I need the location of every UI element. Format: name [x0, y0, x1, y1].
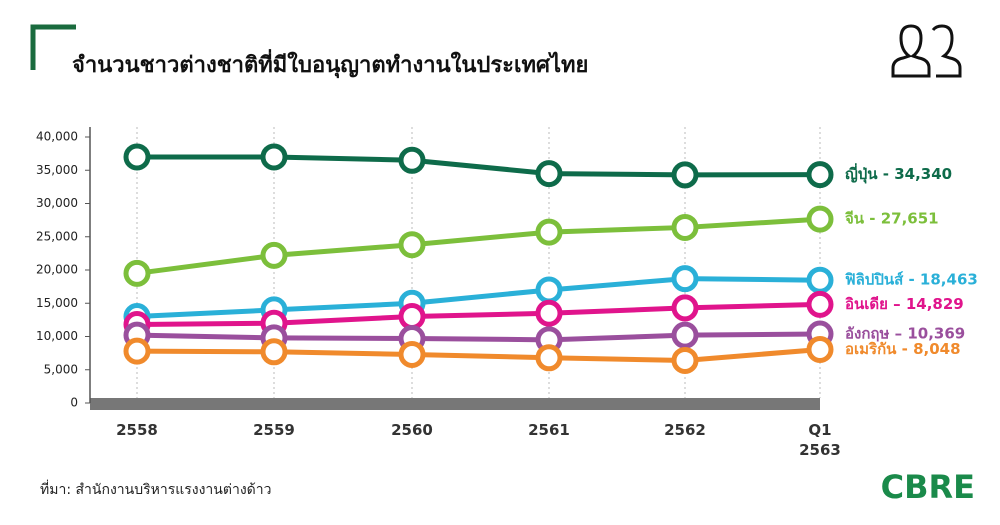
data-point: [260, 338, 288, 366]
y-tick-label: 15,000: [36, 296, 78, 310]
y-tick-label: 30,000: [36, 196, 78, 210]
x-tick-label: 2560: [391, 421, 433, 439]
x-tick-label: Q1 2563: [799, 421, 841, 459]
data-point: [671, 161, 699, 189]
data-point: [260, 241, 288, 269]
data-point: [398, 303, 426, 331]
data-point: [671, 346, 699, 374]
y-tick-label: 0: [70, 396, 78, 410]
logo: CBRE: [881, 468, 975, 506]
series-line: [137, 154, 821, 178]
data-point: [806, 266, 834, 294]
legend-label: อินเดีย – 14,829: [845, 295, 964, 313]
source-note: ที่มา: สำนักงานบริหารแรงงานต่างด้าว: [40, 480, 271, 498]
data-point: [123, 143, 151, 171]
data-point: [398, 146, 426, 174]
data-point: [535, 344, 563, 372]
data-point: [123, 337, 151, 365]
data-point: [671, 294, 699, 322]
x-tick-label: 2558: [116, 421, 158, 439]
y-tick-label: 35,000: [36, 163, 78, 177]
data-point: [535, 299, 563, 327]
data-point: [671, 213, 699, 241]
x-tick-label: 2559: [253, 421, 295, 439]
legend-label: จีน - 27,651: [845, 210, 939, 228]
series-line: [136, 346, 821, 363]
y-tick-label: 20,000: [36, 263, 78, 277]
chart-title: จำนวนชาวต่างชาติที่มีใบอนุญาตทำงานในประเ…: [72, 48, 588, 79]
legend-label: อังกฤษ – 10,369: [845, 325, 965, 343]
data-point: [806, 161, 834, 189]
data-point: [535, 218, 563, 246]
series-line: [136, 331, 821, 343]
data-point: [806, 290, 834, 318]
x-tick-label: 2562: [664, 421, 706, 439]
y-tick-label: 25,000: [36, 229, 78, 243]
data-point: [535, 160, 563, 188]
series-line: [136, 216, 821, 276]
data-point: [806, 205, 834, 233]
data-point: [398, 340, 426, 368]
x-axis-bar: [90, 398, 820, 410]
y-tick-label: 40,000: [36, 130, 78, 144]
legend-label: ญี่ปุ่น - 34,340: [845, 163, 952, 184]
legend-label: อเมริกัน - 8,048: [845, 340, 961, 358]
y-tick-label: 5,000: [44, 362, 78, 376]
data-point: [123, 259, 151, 287]
data-point: [671, 265, 699, 293]
people-icon: [891, 24, 962, 78]
x-tick-label: 2561: [528, 421, 570, 439]
y-tick-label: 10,000: [36, 329, 78, 343]
data-point: [806, 335, 834, 363]
series-line: [136, 301, 821, 328]
title-bracket: [30, 24, 76, 70]
data-point: [671, 321, 699, 349]
legend-label: ฟิลิปปินส์ - 18,463: [845, 271, 978, 289]
data-point: [398, 231, 426, 259]
data-point: [260, 143, 288, 171]
data-point: [535, 276, 563, 304]
series-line: [136, 276, 821, 320]
